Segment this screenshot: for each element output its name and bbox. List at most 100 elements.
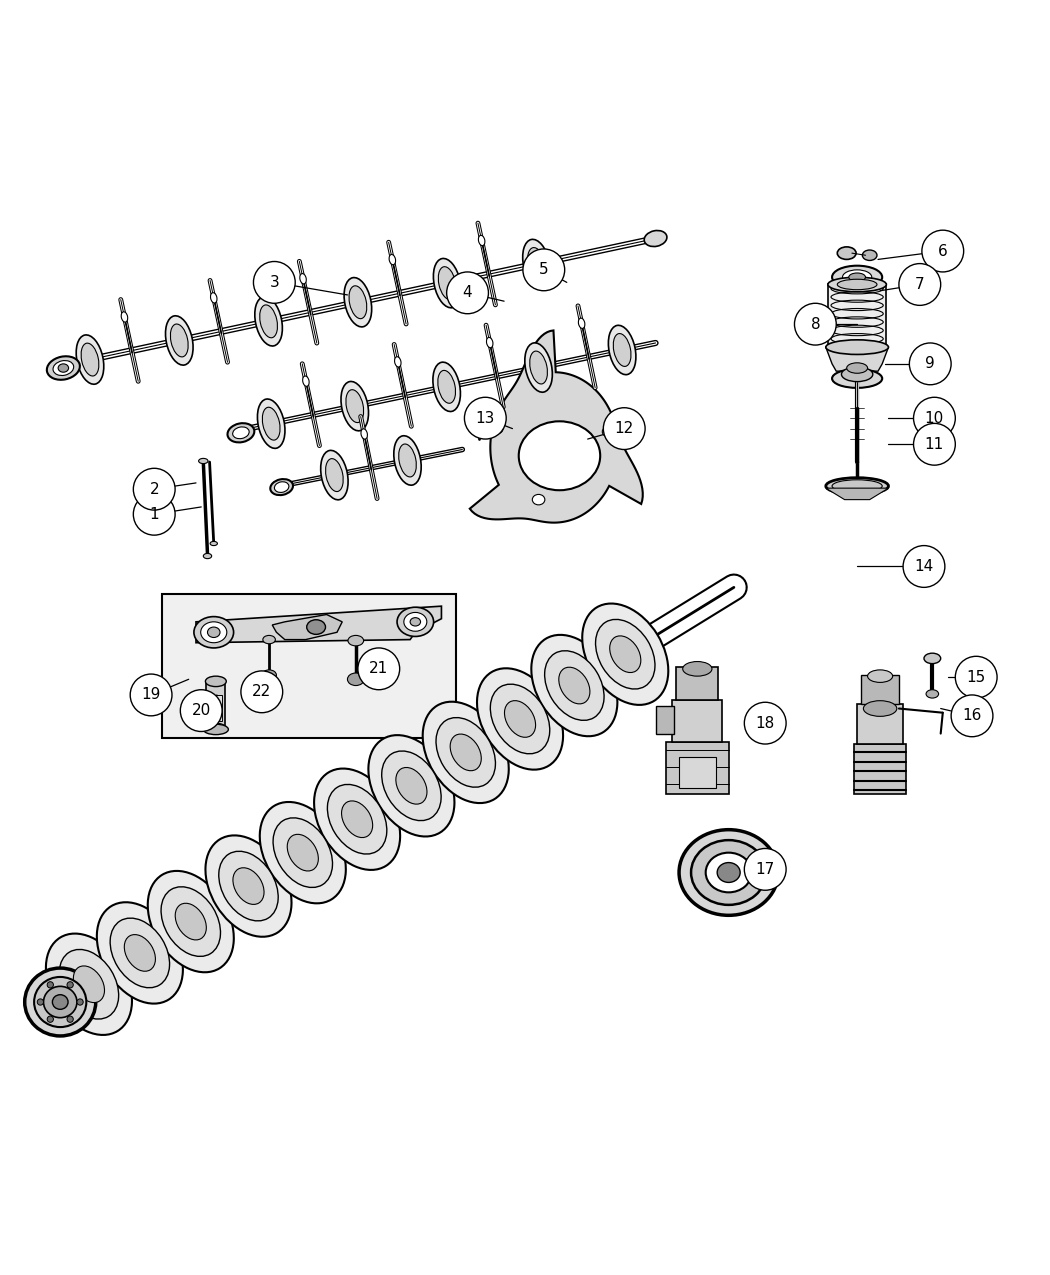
- Ellipse shape: [477, 668, 563, 770]
- Ellipse shape: [531, 635, 617, 736]
- Ellipse shape: [47, 1016, 54, 1023]
- Ellipse shape: [74, 966, 105, 1002]
- Ellipse shape: [682, 662, 712, 676]
- Ellipse shape: [206, 676, 227, 687]
- Ellipse shape: [54, 361, 74, 376]
- Ellipse shape: [345, 390, 363, 422]
- Text: 18: 18: [756, 715, 775, 731]
- Ellipse shape: [341, 801, 373, 838]
- Ellipse shape: [166, 316, 193, 365]
- Circle shape: [604, 408, 645, 450]
- Circle shape: [744, 703, 786, 745]
- Ellipse shape: [848, 273, 865, 282]
- Text: 10: 10: [925, 411, 944, 426]
- Ellipse shape: [706, 853, 752, 892]
- Text: 16: 16: [963, 709, 982, 723]
- Circle shape: [914, 423, 956, 465]
- Ellipse shape: [175, 903, 207, 940]
- Text: 21: 21: [370, 662, 388, 676]
- Ellipse shape: [124, 935, 155, 972]
- Ellipse shape: [67, 982, 74, 988]
- Ellipse shape: [288, 834, 318, 871]
- Ellipse shape: [450, 734, 481, 770]
- Ellipse shape: [341, 381, 369, 431]
- Ellipse shape: [559, 667, 590, 704]
- Ellipse shape: [837, 247, 856, 259]
- Ellipse shape: [52, 994, 68, 1010]
- Circle shape: [358, 648, 400, 690]
- Bar: [861, 674, 899, 704]
- Ellipse shape: [25, 968, 96, 1037]
- Ellipse shape: [201, 622, 227, 643]
- Ellipse shape: [121, 312, 128, 323]
- Bar: [672, 700, 722, 742]
- Ellipse shape: [610, 636, 640, 672]
- Text: 2: 2: [149, 482, 159, 497]
- Ellipse shape: [490, 423, 503, 434]
- Ellipse shape: [77, 335, 104, 384]
- Ellipse shape: [37, 998, 43, 1005]
- Ellipse shape: [369, 736, 455, 836]
- Circle shape: [253, 261, 295, 303]
- Ellipse shape: [34, 977, 86, 1028]
- Ellipse shape: [862, 250, 877, 260]
- Ellipse shape: [479, 236, 485, 246]
- Ellipse shape: [81, 343, 99, 376]
- Text: 14: 14: [915, 558, 933, 574]
- Polygon shape: [469, 330, 643, 523]
- Ellipse shape: [717, 863, 740, 882]
- Bar: [210, 695, 223, 722]
- Ellipse shape: [472, 417, 485, 427]
- Text: 13: 13: [476, 411, 495, 426]
- Ellipse shape: [204, 553, 212, 558]
- Text: 12: 12: [614, 421, 634, 436]
- Ellipse shape: [198, 459, 208, 464]
- Text: 9: 9: [925, 356, 936, 371]
- Ellipse shape: [47, 982, 54, 988]
- Ellipse shape: [527, 247, 545, 280]
- Ellipse shape: [97, 903, 183, 1003]
- Circle shape: [130, 674, 172, 715]
- Ellipse shape: [161, 887, 220, 956]
- Ellipse shape: [307, 620, 326, 635]
- Ellipse shape: [274, 482, 289, 492]
- Ellipse shape: [679, 830, 778, 915]
- Ellipse shape: [314, 769, 400, 870]
- Polygon shape: [196, 606, 441, 643]
- Text: 7: 7: [915, 277, 925, 292]
- Ellipse shape: [504, 701, 536, 737]
- Circle shape: [951, 695, 993, 737]
- Ellipse shape: [46, 933, 132, 1035]
- Circle shape: [181, 690, 223, 732]
- Ellipse shape: [434, 259, 461, 307]
- Ellipse shape: [645, 231, 667, 246]
- Text: 3: 3: [270, 275, 279, 289]
- Bar: [207, 682, 226, 727]
- Ellipse shape: [825, 340, 888, 354]
- Ellipse shape: [924, 653, 941, 663]
- Ellipse shape: [257, 399, 285, 449]
- Ellipse shape: [47, 356, 80, 380]
- Ellipse shape: [300, 274, 307, 284]
- Bar: [676, 667, 718, 700]
- Text: 15: 15: [967, 669, 986, 685]
- Text: 11: 11: [925, 437, 944, 451]
- Ellipse shape: [523, 240, 550, 288]
- Ellipse shape: [613, 334, 631, 366]
- Ellipse shape: [595, 620, 655, 688]
- Ellipse shape: [67, 1016, 74, 1023]
- Ellipse shape: [320, 450, 349, 500]
- Circle shape: [240, 671, 282, 713]
- Ellipse shape: [438, 371, 456, 403]
- Ellipse shape: [208, 627, 220, 638]
- Circle shape: [795, 303, 836, 346]
- Circle shape: [914, 398, 956, 439]
- Ellipse shape: [825, 478, 888, 495]
- Text: 1: 1: [149, 506, 159, 521]
- Text: 5: 5: [539, 263, 548, 278]
- Ellipse shape: [77, 998, 83, 1005]
- Bar: [678, 756, 716, 788]
- Ellipse shape: [273, 817, 333, 887]
- Ellipse shape: [148, 871, 234, 973]
- Ellipse shape: [832, 479, 882, 492]
